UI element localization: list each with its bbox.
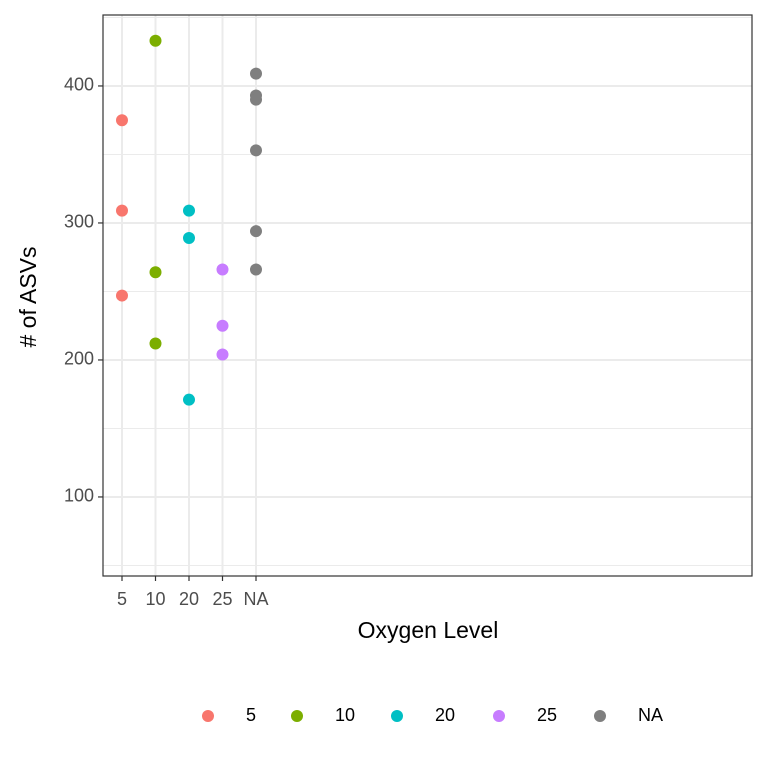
legend-key <box>493 710 505 722</box>
point <box>183 204 195 217</box>
x-tick-label: 20 <box>179 589 199 609</box>
point <box>149 34 162 47</box>
legend-key <box>391 710 403 722</box>
point <box>183 232 195 245</box>
x-tick-label: 25 <box>212 589 232 609</box>
point <box>216 348 229 361</box>
point <box>216 263 229 276</box>
point <box>149 266 162 279</box>
point <box>250 93 262 106</box>
legend-label: 10 <box>335 705 355 725</box>
legend-key <box>291 710 303 722</box>
legend-label: 25 <box>537 705 557 725</box>
point <box>116 114 128 127</box>
point <box>116 204 128 217</box>
point <box>183 393 195 406</box>
y-tick-label: 100 <box>64 486 94 506</box>
x-tick-label: 10 <box>145 589 165 609</box>
point <box>250 67 262 80</box>
point <box>116 289 128 302</box>
x-tick-label: 5 <box>117 589 127 609</box>
legend-label: NA <box>638 705 663 725</box>
legend-label: 20 <box>435 705 455 725</box>
point <box>250 263 262 276</box>
point <box>216 319 229 332</box>
x-tick-label: NA <box>243 589 268 609</box>
point <box>250 225 262 238</box>
point <box>149 337 162 350</box>
y-tick-label: 200 <box>64 349 94 369</box>
legend-key <box>594 710 606 722</box>
x-axis-title: Oxygen Level <box>358 617 499 643</box>
y-axis-title: # of ASVs <box>15 246 41 347</box>
panel-border <box>102 14 753 577</box>
point <box>250 144 262 157</box>
legend-label: 5 <box>246 705 256 725</box>
y-tick-label: 300 <box>64 212 94 232</box>
legend-key <box>202 710 214 722</box>
y-tick-label: 400 <box>64 75 94 95</box>
